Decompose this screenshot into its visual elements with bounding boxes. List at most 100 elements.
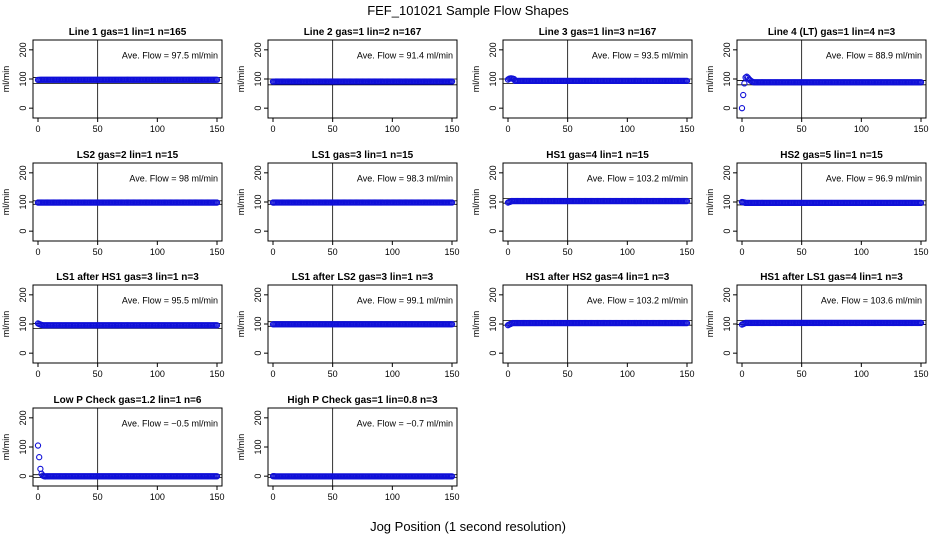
data-point — [683, 77, 691, 85]
average-flow-annotation: Ave. Flow = 103.2 ml/min — [587, 174, 688, 184]
chart-panel-8: HS2 gas=5 lin=1 n=15 0 50 100 150 0 100 200 ml/m… — [705, 150, 929, 257]
x-tick-label: 150 — [679, 247, 694, 257]
x-tick-label: 0 — [739, 369, 744, 379]
x-tick-label: 100 — [150, 369, 165, 379]
average-flow-annotation: Ave. Flow = 97.5 ml/min — [122, 51, 218, 61]
y-tick-label: 100 — [488, 316, 498, 331]
chart-panel-11: HS1 after HS2 gas=4 lin=1 n=3 0 50 100 150 0 1… — [471, 272, 695, 379]
x-tick-label: 50 — [563, 369, 573, 379]
average-flow-annotation: Ave. Flow = −0.7 ml/min — [357, 419, 453, 429]
panel-title: Line 2 gas=1 lin=2 n=167 — [304, 27, 422, 38]
x-tick-label: 0 — [35, 369, 40, 379]
x-tick-label: 100 — [385, 247, 400, 257]
x-tick-label: 0 — [505, 247, 510, 257]
y-tick-label: 0 — [18, 229, 28, 234]
data-point — [683, 319, 691, 327]
y-tick-label: 200 — [722, 287, 732, 302]
y-axis-label: ml/min — [1, 189, 11, 216]
chart-panel-10: LS1 after LS2 gas=3 lin=1 n=3 0 50 100 150 0 1… — [236, 272, 460, 379]
x-tick-label: 150 — [209, 247, 224, 257]
figure-xlabel: Jog Position (1 second resolution) — [370, 519, 566, 534]
y-tick-label: 100 — [18, 71, 28, 86]
y-tick-label: 0 — [253, 474, 263, 479]
panel-title: HS1 gas=4 lin=1 n=15 — [546, 150, 649, 161]
data-points — [504, 75, 691, 85]
x-tick-label: 0 — [505, 369, 510, 379]
data-point — [448, 473, 456, 480]
x-tick-label: 150 — [209, 492, 224, 502]
data-points — [34, 320, 221, 329]
panel-title: High P Check gas=1 lin=0.8 n=3 — [287, 395, 438, 406]
x-tick-label: 50 — [797, 247, 807, 257]
data-points — [504, 197, 691, 206]
data-point — [740, 91, 747, 99]
x-tick-label: 100 — [150, 124, 165, 134]
y-tick-label: 200 — [18, 165, 28, 180]
data-point — [917, 199, 925, 207]
average-flow-annotation: Ave. Flow = −0.5 ml/min — [122, 419, 218, 429]
y-axis-label: ml/min — [236, 189, 246, 216]
y-tick-label: 200 — [253, 165, 263, 180]
y-tick-label: 0 — [722, 351, 732, 356]
y-axis-label: ml/min — [236, 434, 246, 461]
panel-title: Line 3 gas=1 lin=3 n=167 — [539, 27, 657, 38]
average-flow-annotation: Ave. Flow = 103.2 ml/min — [587, 296, 688, 306]
x-tick-label: 100 — [150, 247, 165, 257]
x-tick-label: 50 — [797, 369, 807, 379]
data-points — [738, 73, 925, 112]
data-point — [917, 319, 925, 327]
panel-title: HS1 after LS1 gas=4 lin=1 n=3 — [760, 272, 903, 283]
y-tick-label: 200 — [253, 287, 263, 302]
y-tick-label: 200 — [722, 42, 732, 57]
data-points — [269, 78, 456, 85]
y-tick-label: 200 — [18, 287, 28, 302]
chart-panel-2: Line 2 gas=1 lin=2 n=167 0 50 100 150 0 100 200… — [236, 27, 460, 134]
average-flow-annotation: Ave. Flow = 99.1 ml/min — [357, 296, 453, 306]
x-tick-label: 150 — [679, 369, 694, 379]
x-tick-label: 50 — [93, 492, 103, 502]
y-tick-label: 100 — [18, 194, 28, 209]
y-tick-label: 100 — [253, 439, 263, 454]
average-flow-annotation: Ave. Flow = 95.5 ml/min — [122, 296, 218, 306]
data-point — [683, 197, 691, 205]
x-tick-label: 150 — [209, 369, 224, 379]
data-points — [504, 319, 691, 329]
x-tick-label: 0 — [505, 124, 510, 134]
chart-panel-3: Line 3 gas=1 lin=3 n=167 0 50 100 150 0 100 200… — [471, 27, 695, 134]
y-axis-label: ml/min — [1, 311, 11, 338]
x-tick-label: 100 — [620, 247, 635, 257]
x-tick-label: 50 — [328, 247, 338, 257]
y-tick-label: 100 — [253, 316, 263, 331]
data-point — [738, 105, 746, 112]
y-tick-label: 100 — [253, 71, 263, 86]
average-flow-annotation: Ave. Flow = 88.9 ml/min — [826, 51, 922, 61]
average-flow-annotation: Ave. Flow = 98 ml/min — [129, 174, 218, 184]
average-flow-annotation: Ave. Flow = 96.9 ml/min — [826, 174, 922, 184]
average-flow-annotation: Ave. Flow = 103.6 ml/min — [821, 296, 922, 306]
y-tick-label: 200 — [253, 42, 263, 57]
chart-panel-7: HS1 gas=4 lin=1 n=15 0 50 100 150 0 100 200 ml/m… — [471, 150, 695, 257]
average-flow-annotation: Ave. Flow = 91.4 ml/min — [357, 51, 453, 61]
x-tick-label: 150 — [679, 124, 694, 134]
x-tick-label: 50 — [93, 369, 103, 379]
x-tick-label: 100 — [620, 369, 635, 379]
data-points — [269, 473, 456, 480]
x-tick-label: 0 — [270, 492, 275, 502]
chart-panel-9: LS1 after HS1 gas=3 lin=1 n=3 0 50 100 150 0 1… — [1, 272, 225, 379]
x-tick-label: 150 — [444, 124, 459, 134]
data-point — [37, 465, 44, 473]
data-points — [269, 321, 456, 328]
data-point — [213, 473, 221, 480]
y-axis-label: ml/min — [471, 189, 481, 216]
data-points — [34, 199, 221, 206]
y-tick-label: 200 — [488, 42, 498, 57]
chart-panel-5: LS2 gas=2 lin=1 n=15 0 50 100 150 0 100 200 ml/m… — [1, 150, 225, 257]
panel-title: HS1 after HS2 gas=4 lin=1 n=3 — [526, 272, 670, 283]
data-points — [738, 198, 925, 207]
y-tick-label: 100 — [18, 316, 28, 331]
y-axis-label: ml/min — [1, 434, 11, 461]
panel-title: LS1 gas=3 lin=1 n=15 — [312, 150, 414, 161]
data-point — [213, 322, 221, 329]
panel-title: LS1 after HS1 gas=3 lin=1 n=3 — [56, 272, 199, 283]
